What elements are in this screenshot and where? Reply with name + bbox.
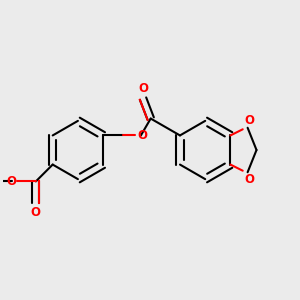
Text: O: O xyxy=(31,206,41,219)
Text: O: O xyxy=(245,114,255,127)
Text: O: O xyxy=(6,175,16,188)
Text: O: O xyxy=(138,82,148,94)
Text: O: O xyxy=(137,129,147,142)
Text: O: O xyxy=(245,173,255,186)
